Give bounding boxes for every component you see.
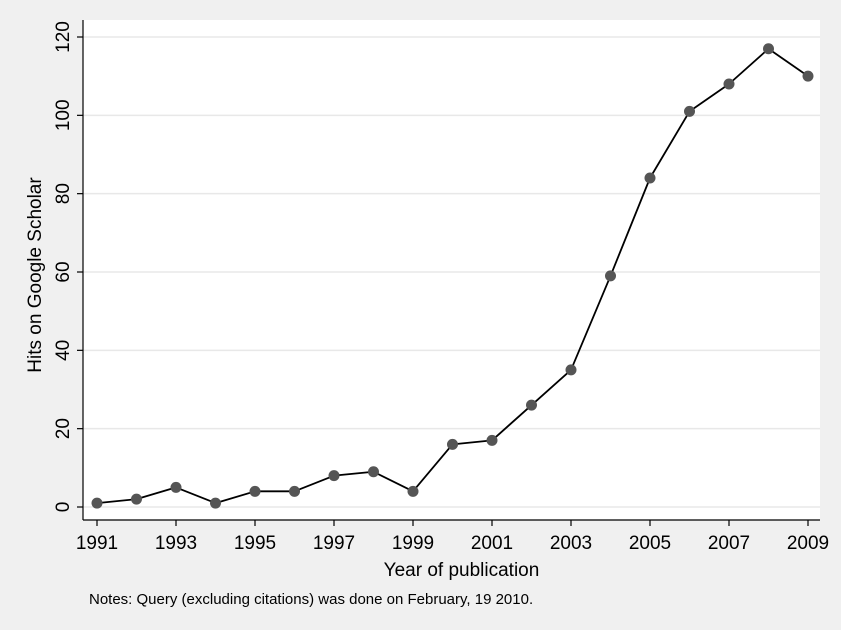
data-point [170, 481, 182, 493]
data-point [605, 270, 616, 282]
x-tick-label: 2003 [550, 533, 592, 554]
x-tick-label: 2005 [629, 533, 671, 554]
series-layer [91, 43, 814, 509]
data-point [289, 485, 300, 497]
y-tick-label: 80 [53, 183, 74, 204]
x-tick-label: 1999 [392, 533, 434, 554]
data-point [447, 438, 458, 450]
x-tick-label: 2007 [708, 533, 750, 554]
y-tick-label: 60 [53, 261, 74, 282]
x-tick-label: 1997 [313, 533, 355, 554]
y-tick-label: 0 [53, 502, 74, 513]
y-axis-title: Hits on Google Scholar [25, 177, 46, 373]
data-point [368, 466, 379, 478]
y-tick-label: 40 [53, 340, 74, 361]
data-point [249, 485, 261, 497]
x-tick-label: 2009 [787, 533, 829, 554]
data-point [210, 497, 221, 509]
grid-lines [83, 36, 820, 508]
data-point [131, 493, 142, 505]
data-point [802, 70, 814, 82]
x-tick-label: 1991 [76, 533, 118, 554]
data-point [684, 105, 695, 117]
data-point [328, 470, 340, 482]
data-point [486, 434, 498, 446]
data-point [723, 78, 735, 90]
x-tick-label: 2001 [471, 533, 513, 554]
x-axis-title: Year of publication [384, 560, 540, 581]
chart-note: Notes: Query (excluding citations) was d… [89, 591, 533, 608]
data-point [407, 485, 419, 497]
x-tick-label: 1995 [234, 533, 276, 554]
y-tick-label: 20 [53, 418, 74, 439]
data-point [565, 364, 577, 376]
data-point [644, 172, 656, 184]
plot-area [83, 20, 820, 520]
axes: 0 20 40 60 80 100 120 1991 1993 1995 1997 1999 2001 2… [53, 20, 829, 554]
y-tick-label: 100 [53, 99, 74, 131]
data-point [526, 399, 537, 411]
y-tick-label: 120 [53, 21, 74, 53]
data-point [763, 43, 774, 55]
data-point [91, 497, 103, 509]
x-tick-label: 1993 [155, 533, 197, 554]
